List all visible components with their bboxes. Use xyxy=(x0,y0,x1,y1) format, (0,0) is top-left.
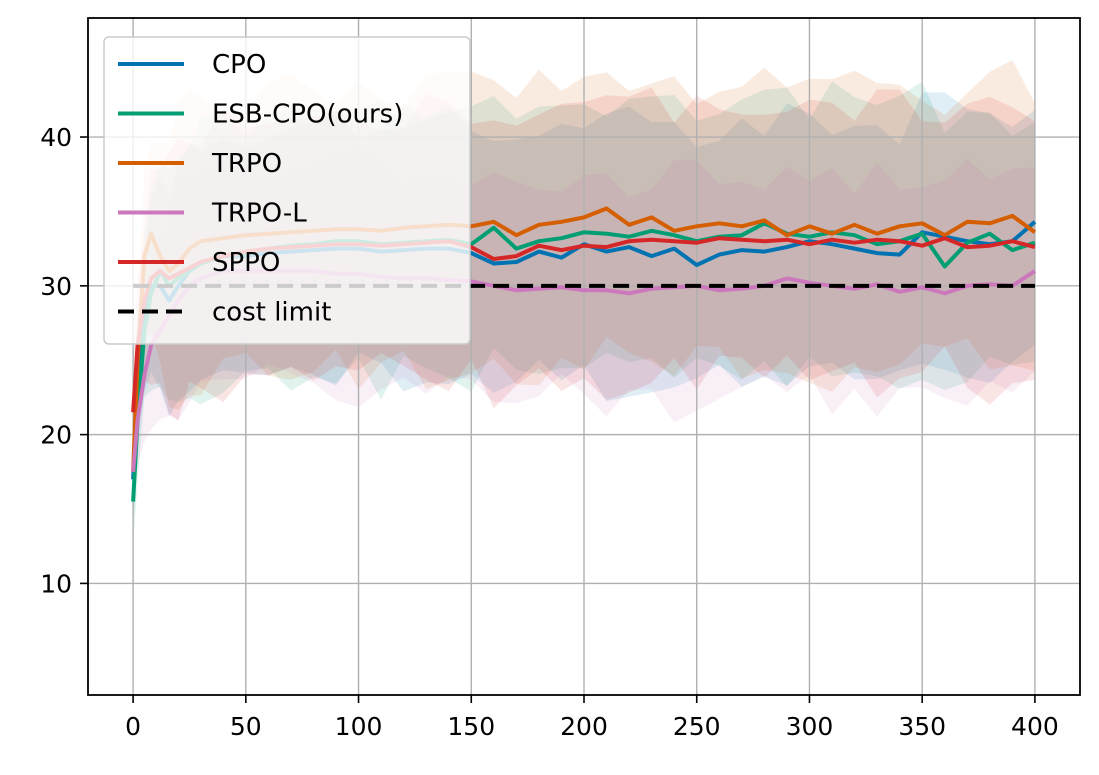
legend-label-cost-limit: cost limit xyxy=(212,298,331,328)
legend-label-esb-cpo-ours: ESB-CPO(ours) xyxy=(212,100,403,130)
legend-label-trpo: TRPO xyxy=(211,149,282,179)
legend-label-cpo: CPO xyxy=(212,50,266,80)
x-tick-label-200: 200 xyxy=(560,712,608,741)
x-tick-label-350: 350 xyxy=(898,712,946,741)
x-tick-label-0: 0 xyxy=(125,712,141,741)
y-tick-label-40: 40 xyxy=(40,123,72,152)
x-tick-label-400: 400 xyxy=(1011,712,1059,741)
y-tick-label-20: 20 xyxy=(40,421,72,450)
axes: 0 50 100 150 200 250 300 350 400 10 20 30 40 xyxy=(40,17,1081,741)
x-tick-label-300: 300 xyxy=(786,712,834,741)
x-tick-label-100: 100 xyxy=(335,712,383,741)
y-tick-label-10: 10 xyxy=(40,569,72,598)
x-tick-label-250: 250 xyxy=(673,712,721,741)
x-tick-label-150: 150 xyxy=(447,712,495,741)
x-tick-label-50: 50 xyxy=(230,712,262,741)
legend-label-trpo-l: TRPO-L xyxy=(211,199,307,229)
y-tick-label-30: 30 xyxy=(40,272,72,301)
legend-label-sppo: SPPO xyxy=(212,248,280,278)
legend-box xyxy=(103,36,471,345)
legend: CPO ESB-CPO(ours) TRPO TRPO-L SPPO cost limit xyxy=(103,36,471,345)
